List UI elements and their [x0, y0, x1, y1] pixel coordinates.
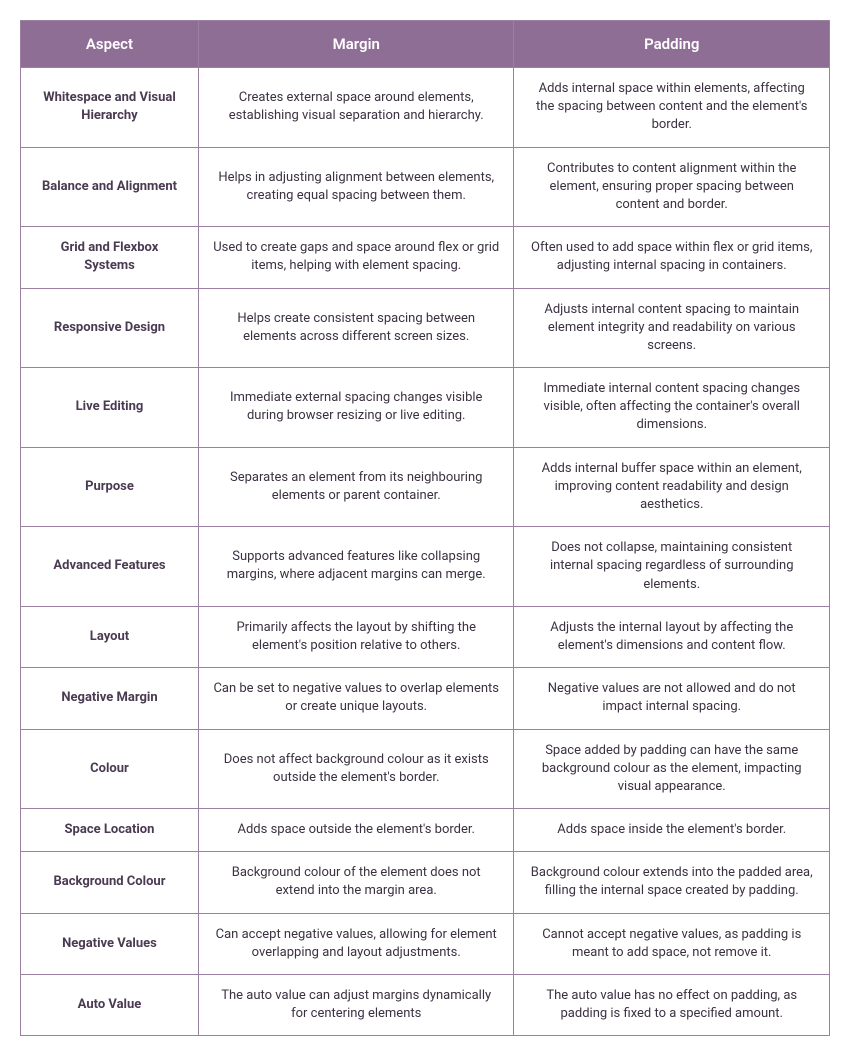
cell-aspect: Layout	[21, 606, 199, 667]
table-row: Space LocationAdds space outside the ele…	[21, 809, 830, 852]
table-row: Grid and Flexbox SystemsUsed to create g…	[21, 227, 830, 288]
cell-padding: Space added by padding can have the same…	[514, 729, 830, 809]
cell-padding: Immediate internal content spacing chang…	[514, 368, 830, 448]
table-body: Whitespace and Visual HierarchyCreates e…	[21, 68, 830, 1036]
table-row: ColourDoes not affect background colour …	[21, 729, 830, 809]
cell-margin: The auto value can adjust margins dynami…	[198, 975, 514, 1036]
table-header: Aspect Margin Padding	[21, 21, 830, 68]
cell-aspect: Negative Values	[21, 913, 199, 974]
table-row: Advanced FeaturesSupports advanced featu…	[21, 527, 830, 607]
cell-padding: Negative values are not allowed and do n…	[514, 668, 830, 729]
cell-aspect: Balance and Alignment	[21, 147, 199, 227]
table-row: Whitespace and Visual HierarchyCreates e…	[21, 68, 830, 148]
header-padding: Padding	[514, 21, 830, 68]
cell-margin: Can be set to negative values to overlap…	[198, 668, 514, 729]
cell-aspect: Colour	[21, 729, 199, 809]
cell-aspect: Live Editing	[21, 368, 199, 448]
table-row: Background ColourBackground colour of th…	[21, 852, 830, 913]
table-row: Negative ValuesCan accept negative value…	[21, 913, 830, 974]
table-row: LayoutPrimarily affects the layout by sh…	[21, 606, 830, 667]
cell-padding: Adds internal space within elements, aff…	[514, 68, 830, 148]
cell-margin: Used to create gaps and space around fle…	[198, 227, 514, 288]
cell-aspect: Negative Margin	[21, 668, 199, 729]
table-row: Negative MarginCan be set to negative va…	[21, 668, 830, 729]
cell-margin: Helps create consistent spacing between …	[198, 288, 514, 368]
cell-margin: Immediate external spacing changes visib…	[198, 368, 514, 448]
cell-padding: Adds internal buffer space within an ele…	[514, 447, 830, 527]
cell-padding: Adjusts the internal layout by affecting…	[514, 606, 830, 667]
table-row: Live EditingImmediate external spacing c…	[21, 368, 830, 448]
cell-margin: Background colour of the element does no…	[198, 852, 514, 913]
cell-padding: Background colour extends into the padde…	[514, 852, 830, 913]
header-aspect: Aspect	[21, 21, 199, 68]
comparison-table: Aspect Margin Padding Whitespace and Vis…	[20, 20, 830, 1036]
cell-margin: Creates external space around elements, …	[198, 68, 514, 148]
cell-aspect: Purpose	[21, 447, 199, 527]
table-row: Responsive DesignHelps create consistent…	[21, 288, 830, 368]
cell-aspect: Advanced Features	[21, 527, 199, 607]
table-row: PurposeSeparates an element from its nei…	[21, 447, 830, 527]
cell-margin: Adds space outside the element's border.	[198, 809, 514, 852]
cell-aspect: Responsive Design	[21, 288, 199, 368]
cell-margin: Supports advanced features like collapsi…	[198, 527, 514, 607]
cell-padding: Contributes to content alignment within …	[514, 147, 830, 227]
cell-margin: Helps in adjusting alignment between ele…	[198, 147, 514, 227]
cell-margin: Separates an element from its neighbouri…	[198, 447, 514, 527]
header-margin: Margin	[198, 21, 514, 68]
cell-padding: The auto value has no effect on padding,…	[514, 975, 830, 1036]
cell-padding: Often used to add space within flex or g…	[514, 227, 830, 288]
cell-padding: Cannot accept negative values, as paddin…	[514, 913, 830, 974]
cell-padding: Adjusts internal content spacing to main…	[514, 288, 830, 368]
cell-margin: Primarily affects the layout by shifting…	[198, 606, 514, 667]
cell-margin: Does not affect background colour as it …	[198, 729, 514, 809]
cell-aspect: Background Colour	[21, 852, 199, 913]
cell-aspect: Grid and Flexbox Systems	[21, 227, 199, 288]
cell-aspect: Whitespace and Visual Hierarchy	[21, 68, 199, 148]
cell-aspect: Space Location	[21, 809, 199, 852]
cell-aspect: Auto Value	[21, 975, 199, 1036]
table-row: Auto ValueThe auto value can adjust marg…	[21, 975, 830, 1036]
cell-margin: Can accept negative values, allowing for…	[198, 913, 514, 974]
cell-padding: Does not collapse, maintaining consisten…	[514, 527, 830, 607]
table-row: Balance and AlignmentHelps in adjusting …	[21, 147, 830, 227]
cell-padding: Adds space inside the element's border.	[514, 809, 830, 852]
